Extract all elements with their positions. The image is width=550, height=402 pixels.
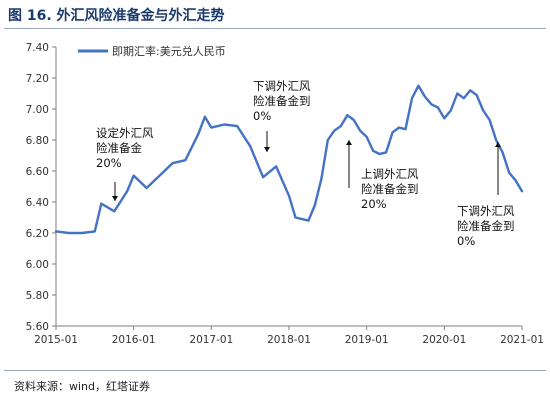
- data-point: [145, 187, 148, 189]
- data-point: [411, 97, 413, 100]
- y-tick-label: 7.20: [26, 73, 49, 85]
- exchange-rate-line-chart: 5.60 5.80 6.00 6.20 6.40 6.60 6.80 7.00 7.20 7.40…: [26, 42, 544, 346]
- data-point: [365, 136, 368, 138]
- data-point: [249, 145, 252, 148]
- data-point: [378, 153, 381, 155]
- data-point: [430, 103, 433, 106]
- data-point: [223, 123, 226, 126]
- data-point: [294, 216, 297, 219]
- data-point: [346, 114, 349, 117]
- data-point: [275, 165, 277, 168]
- data-point: [443, 117, 446, 120]
- data-point: [404, 128, 407, 131]
- x-tick-label: 2017-01: [189, 334, 233, 346]
- data-point: [417, 84, 420, 87]
- figure-header: 图 16. 外汇风险准备金与外汇走势: [0, 0, 550, 30]
- data-point: [475, 94, 478, 96]
- y-tick-label: 6.80: [26, 135, 49, 147]
- x-tick-label: 2015-01: [34, 334, 78, 346]
- x-tick-label: 2020-01: [422, 334, 466, 346]
- data-point: [359, 129, 362, 132]
- data-point: [171, 162, 174, 165]
- annotation-text: 0%: [457, 234, 475, 248]
- data-point: [352, 118, 355, 121]
- figure-footer: 资料来源：wind，红塔证券: [0, 370, 550, 402]
- footer-divider: [4, 370, 546, 371]
- data-point: [462, 97, 465, 100]
- y-tick-label: 6.40: [26, 197, 49, 209]
- y-tick-label: 7.00: [26, 104, 49, 116]
- data-point: [158, 174, 161, 177]
- annotation-text: 险准备金到: [457, 219, 515, 233]
- annotation-text: 下调外汇风: [457, 204, 515, 218]
- annotation-arrowhead: [112, 196, 118, 201]
- y-tick-label: 7.40: [26, 42, 49, 54]
- x-tick-label: 2016-01: [112, 334, 156, 346]
- annotation-text: 险准备金: [96, 141, 142, 155]
- data-point: [488, 118, 491, 121]
- x-tick-label: 2021-01: [500, 334, 544, 346]
- data-point: [391, 131, 394, 134]
- y-tick-label: 6.00: [26, 259, 49, 271]
- data-point: [132, 174, 135, 177]
- y-tick-label: 5.60: [26, 321, 49, 333]
- annotation-text: 设定外汇风: [96, 126, 154, 140]
- data-point: [203, 115, 206, 118]
- data-point: [333, 129, 336, 132]
- data-point: [288, 194, 290, 197]
- data-point: [126, 190, 129, 193]
- annotation-arrowhead: [495, 142, 501, 147]
- data-point: [436, 106, 439, 109]
- y-tick-label: 6.20: [26, 228, 49, 240]
- annotation-text: 上调外汇风: [361, 167, 419, 181]
- data-point: [456, 92, 459, 95]
- figure-title: 图 16. 外汇风险准备金与外汇走势: [8, 8, 225, 24]
- annotation-arrowhead: [346, 140, 352, 145]
- x-tick-label: 2019-01: [345, 334, 389, 346]
- data-point: [482, 109, 485, 112]
- annotation-text: 险准备金到: [361, 182, 419, 196]
- data-point: [80, 232, 83, 234]
- annotation-text: 下调外汇风: [253, 79, 311, 93]
- annotation-text: 20%: [96, 156, 122, 170]
- data-point: [521, 190, 523, 193]
- data-point: [236, 125, 239, 127]
- data-point: [501, 151, 504, 154]
- y-tick-label: 5.80: [26, 290, 49, 302]
- data-point: [469, 89, 472, 92]
- chart-area: 5.60 5.80 6.00 6.20 6.40 6.60 6.80 7.00 7.20 7.40…: [0, 30, 550, 365]
- legend-label: 即期汇率:美元兑人民币: [112, 44, 226, 58]
- data-point: [398, 126, 400, 129]
- data-point: [262, 176, 265, 179]
- annotation-arrowhead: [264, 147, 270, 152]
- data-point: [495, 139, 498, 141]
- data-point: [113, 210, 116, 213]
- annotation-text: 20%: [361, 197, 387, 211]
- data-point: [210, 126, 213, 129]
- data-point: [313, 204, 316, 207]
- data-point: [184, 159, 187, 162]
- data-point: [385, 151, 387, 154]
- series-line-0: [54, 84, 524, 235]
- data-point: [55, 230, 57, 233]
- data-point: [68, 232, 70, 234]
- data-point: [326, 139, 329, 141]
- data-point: [514, 179, 517, 182]
- data-point: [508, 171, 510, 174]
- header-divider: [4, 28, 546, 29]
- data-point: [307, 219, 310, 222]
- data-point: [197, 132, 200, 135]
- data-point: [320, 177, 323, 180]
- data-point: [424, 95, 426, 98]
- data-point: [372, 149, 375, 152]
- y-tick-label: 6.60: [26, 166, 49, 178]
- data-point: [93, 230, 96, 233]
- x-tick-label: 2018-01: [267, 334, 311, 346]
- annotation-text: 0%: [253, 109, 271, 123]
- annotation-text: 险准备金到: [253, 94, 311, 108]
- source-note: 资料来源：wind，红塔证券: [14, 380, 151, 393]
- data-point: [449, 109, 452, 112]
- data-point: [339, 125, 342, 127]
- data-point: [100, 202, 103, 205]
